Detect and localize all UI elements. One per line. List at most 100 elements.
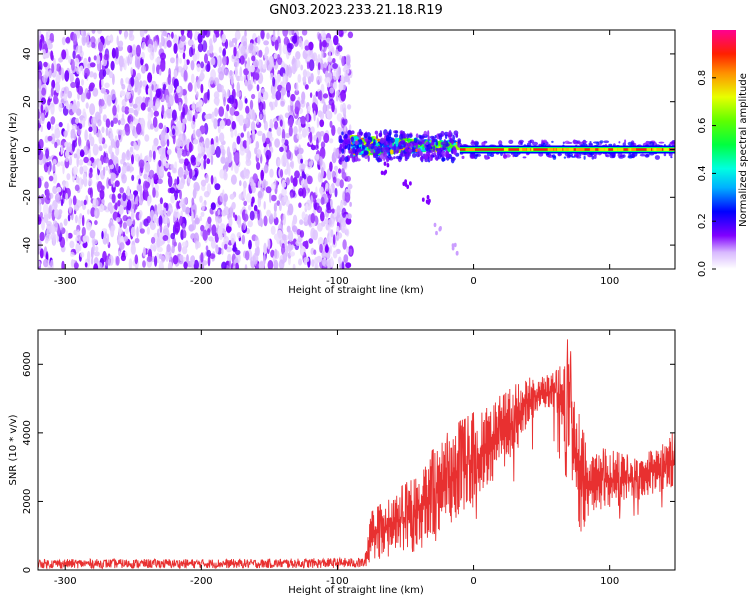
noise-blob <box>344 192 351 203</box>
noise-blob <box>188 224 195 232</box>
noise-blob <box>95 54 101 65</box>
noise-blob <box>323 61 327 69</box>
noise-blob <box>273 202 277 213</box>
noise-blob <box>138 212 142 221</box>
noise-blob <box>70 128 76 139</box>
noise-blob <box>165 202 169 212</box>
noise-blob <box>108 159 113 166</box>
noise-blob <box>336 205 341 216</box>
noise-blob <box>278 259 285 269</box>
noise-blob <box>50 224 56 234</box>
signal-halo <box>408 148 413 153</box>
signal-halo <box>356 148 360 152</box>
noise-blob <box>252 45 259 53</box>
noise-blob <box>60 161 64 167</box>
noise-blob <box>153 110 159 117</box>
signal-halo <box>412 152 417 158</box>
noise-blob <box>232 141 237 153</box>
noise-blob <box>319 130 325 137</box>
tone-halo <box>481 141 486 147</box>
noise-blob <box>75 236 78 242</box>
noise-blob <box>315 91 319 97</box>
noise-blob <box>300 98 306 108</box>
noise-blob <box>167 175 173 188</box>
noise-blob <box>201 111 207 122</box>
tone-halo <box>483 154 487 158</box>
signal-halo <box>441 157 446 162</box>
noise-blob <box>110 172 117 181</box>
tone-halo <box>526 142 532 147</box>
signal-halo <box>451 156 456 161</box>
tone-halo <box>658 141 665 144</box>
noise-blob <box>166 40 172 48</box>
noise-blob <box>119 242 125 250</box>
noise-blob <box>40 112 45 125</box>
signal-halo <box>384 146 389 151</box>
noise-blob <box>45 31 49 43</box>
noise-blob <box>195 128 201 138</box>
signal-halo <box>430 154 433 162</box>
noise-blob <box>205 245 209 252</box>
streak-point <box>426 195 430 200</box>
signal-halo <box>451 147 454 154</box>
noise-blob <box>316 117 320 128</box>
tone-halo <box>618 156 624 159</box>
tone-peak <box>526 148 531 151</box>
signal-halo <box>399 145 404 150</box>
noise-blob <box>340 93 347 99</box>
noise-blob <box>218 46 222 54</box>
noise-blob <box>288 230 294 243</box>
noise-blob <box>191 197 195 206</box>
noise-blob <box>331 102 335 113</box>
noise-blob <box>105 126 109 137</box>
noise-blob <box>242 180 247 189</box>
noise-blob <box>81 34 87 46</box>
tone-peak <box>563 148 566 151</box>
noise-blob <box>233 46 237 57</box>
noise-blob <box>298 37 303 48</box>
noise-blob <box>66 122 70 133</box>
noise-blob <box>118 30 122 35</box>
noise-blob <box>256 149 262 159</box>
noise-blob <box>158 69 162 76</box>
noise-blob <box>218 233 223 241</box>
noise-blob <box>303 256 310 263</box>
noise-blob <box>177 166 184 178</box>
noise-blob <box>119 90 126 97</box>
noise-blob <box>335 94 339 102</box>
noise-blob <box>152 63 156 74</box>
signal-halo <box>437 133 443 138</box>
noise-blob <box>263 179 267 190</box>
tone-halo <box>670 156 673 159</box>
noise-blob <box>87 187 92 195</box>
snr-y-tick-label: 4000 <box>22 420 33 445</box>
tone-peak <box>663 148 669 151</box>
noise-blob <box>162 30 167 37</box>
noise-blob <box>323 101 326 113</box>
noise-blob <box>48 192 54 199</box>
colorbar-tick-label: 0.6 <box>697 118 708 134</box>
signal-halo <box>388 156 394 161</box>
noise-blob <box>151 242 158 251</box>
signal-halo <box>402 133 408 139</box>
noise-blob <box>249 99 254 110</box>
noise-blob <box>84 129 88 142</box>
noise-blob <box>310 195 314 204</box>
noise-blob <box>243 213 249 222</box>
noise-blob <box>125 92 131 100</box>
noise-blob <box>115 163 119 172</box>
noise-blob <box>199 195 203 203</box>
noise-blob <box>45 148 50 160</box>
noise-blob <box>141 41 146 51</box>
tone-halo <box>564 152 569 156</box>
noise-blob <box>38 202 42 214</box>
streak-point <box>404 179 407 184</box>
signal-halo <box>341 131 344 136</box>
noise-blob <box>54 193 61 203</box>
noise-blob <box>152 187 156 198</box>
noise-blob <box>47 98 51 106</box>
noise-blob <box>207 89 210 101</box>
streak-point <box>421 197 425 202</box>
noise-blob <box>103 156 110 164</box>
noise-blob <box>176 200 179 211</box>
